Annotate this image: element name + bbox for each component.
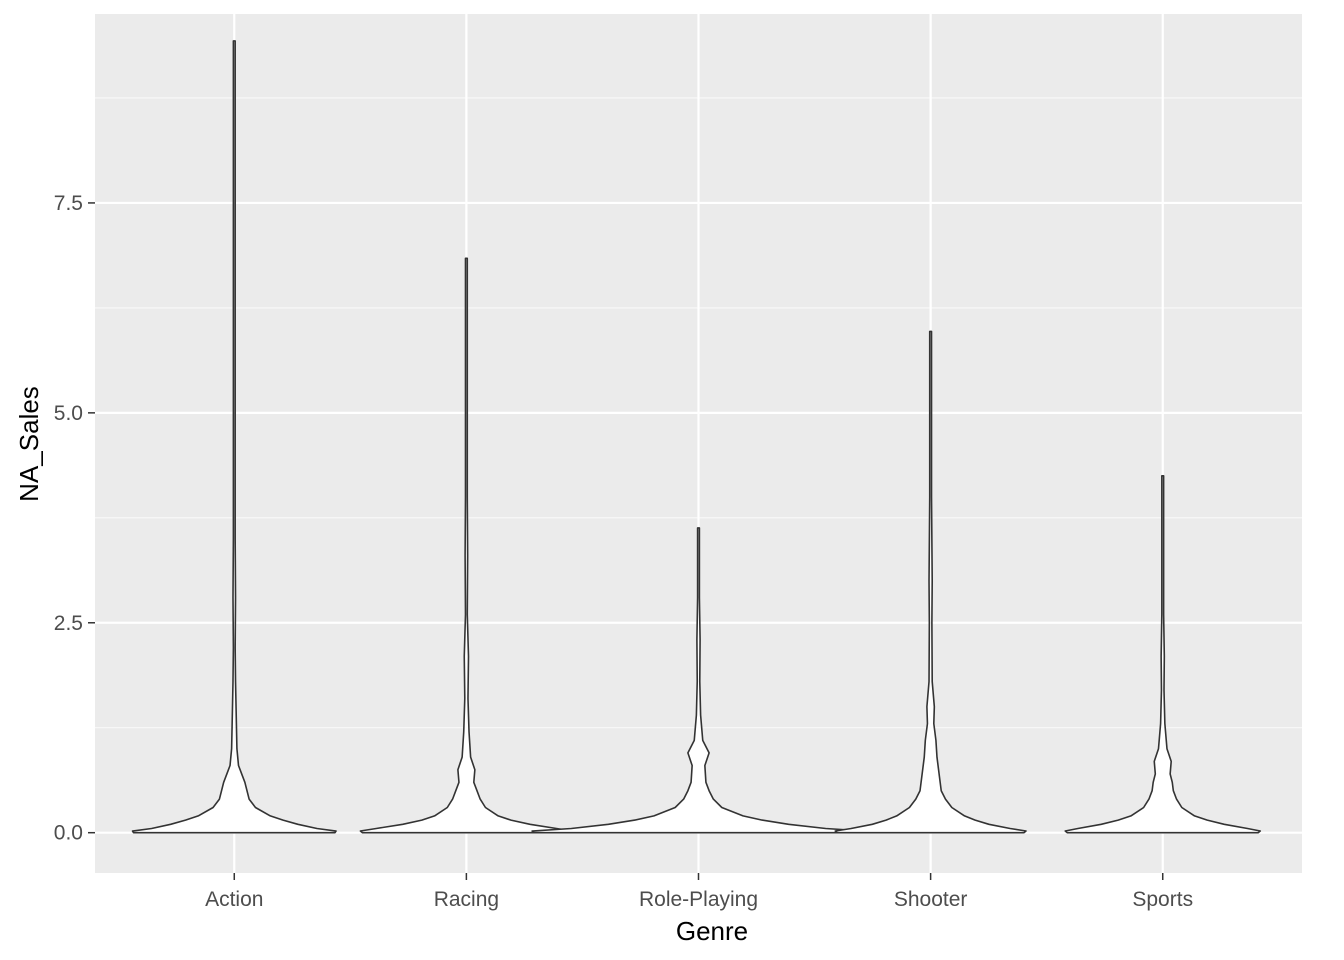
- x-tick-label: Shooter: [894, 888, 968, 911]
- y-tick-label: 7.5: [54, 192, 83, 215]
- x-tick-label: Sports: [1132, 888, 1193, 911]
- violin-action: [131, 40, 337, 834]
- x-tick-label: Racing: [434, 888, 499, 911]
- violin-sports: [1064, 475, 1262, 834]
- violin-shooter: [834, 330, 1027, 834]
- x-tick-label: Role-Playing: [639, 888, 758, 911]
- y-tick-label: 5.0: [54, 402, 83, 425]
- y-tick-label: 0.0: [54, 822, 83, 845]
- y-axis-title: NA_Sales: [14, 386, 44, 502]
- x-tick-label: Action: [205, 888, 263, 911]
- violin-racing: [359, 257, 574, 834]
- x-axis-title: Genre: [676, 916, 748, 946]
- violins: [131, 40, 1262, 834]
- y-tick-label: 2.5: [54, 612, 83, 635]
- axes: 0.0 2.5 5.0 7.5 Action Racing Role-Playing Shoo…: [54, 192, 1193, 911]
- violin-role-playing: [531, 527, 866, 834]
